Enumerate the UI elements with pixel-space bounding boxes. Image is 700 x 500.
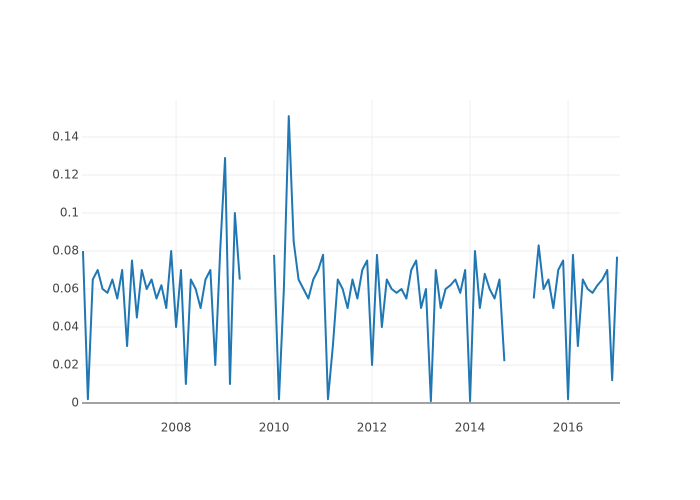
y-tick-label: 0.1	[60, 206, 79, 220]
y-tick-label: 0.04	[52, 320, 79, 334]
y-tick-label: 0.06	[52, 282, 79, 296]
x-tick-label: 2010	[259, 421, 290, 435]
x-tick-label: 2016	[553, 421, 584, 435]
line-series	[81, 115, 619, 403]
y-tick-label: 0.14	[52, 130, 79, 144]
y-tick-label: 0.08	[52, 244, 79, 258]
y-tick-label: 0.02	[52, 358, 79, 372]
x-tick-label: 2008	[161, 421, 192, 435]
x-tick-label: 2012	[357, 421, 388, 435]
x-tick-label: 2014	[455, 421, 486, 435]
y-tick-label: 0	[71, 396, 79, 410]
y-tick-label: 0.12	[52, 168, 79, 182]
